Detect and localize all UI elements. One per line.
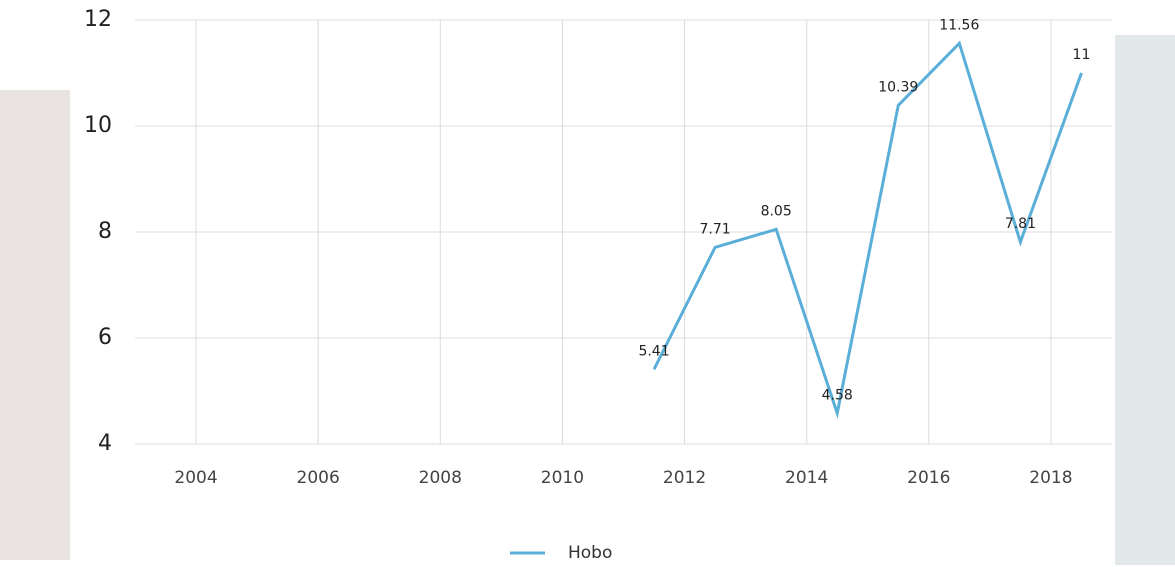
x-tick-label: 2012	[663, 468, 706, 488]
y-tick-label: 6	[98, 325, 112, 350]
x-tick-label: 2016	[907, 468, 950, 488]
x-tick-label: 2010	[541, 468, 584, 488]
data-label: 10.39	[878, 79, 918, 95]
background-photo-left	[0, 90, 70, 560]
x-tick-label: 2004	[174, 468, 217, 488]
series-line	[652, 40, 1083, 420]
y-tick-label: 10	[84, 113, 112, 138]
y-tick-label: 12	[84, 7, 112, 32]
y-tick-label: 4	[98, 431, 112, 456]
data-label: 7.81	[1005, 216, 1036, 232]
legend-label: Hobo	[568, 543, 612, 563]
plot-background	[70, 0, 1115, 567]
background-photo-right	[1115, 35, 1175, 565]
data-label: 8.05	[761, 203, 792, 219]
data-label: 7.71	[700, 221, 731, 237]
data-label: 11	[1073, 47, 1091, 63]
data-label: 11.56	[939, 17, 979, 33]
x-tick-label: 2018	[1029, 468, 1072, 488]
x-tick-label: 2006	[297, 468, 340, 488]
data-label: 4.58	[822, 387, 853, 403]
x-tick-label: 2014	[785, 468, 828, 488]
data-label: 5.41	[638, 343, 669, 359]
x-tick-label: 2008	[419, 468, 462, 488]
y-tick-label: 8	[98, 219, 112, 244]
